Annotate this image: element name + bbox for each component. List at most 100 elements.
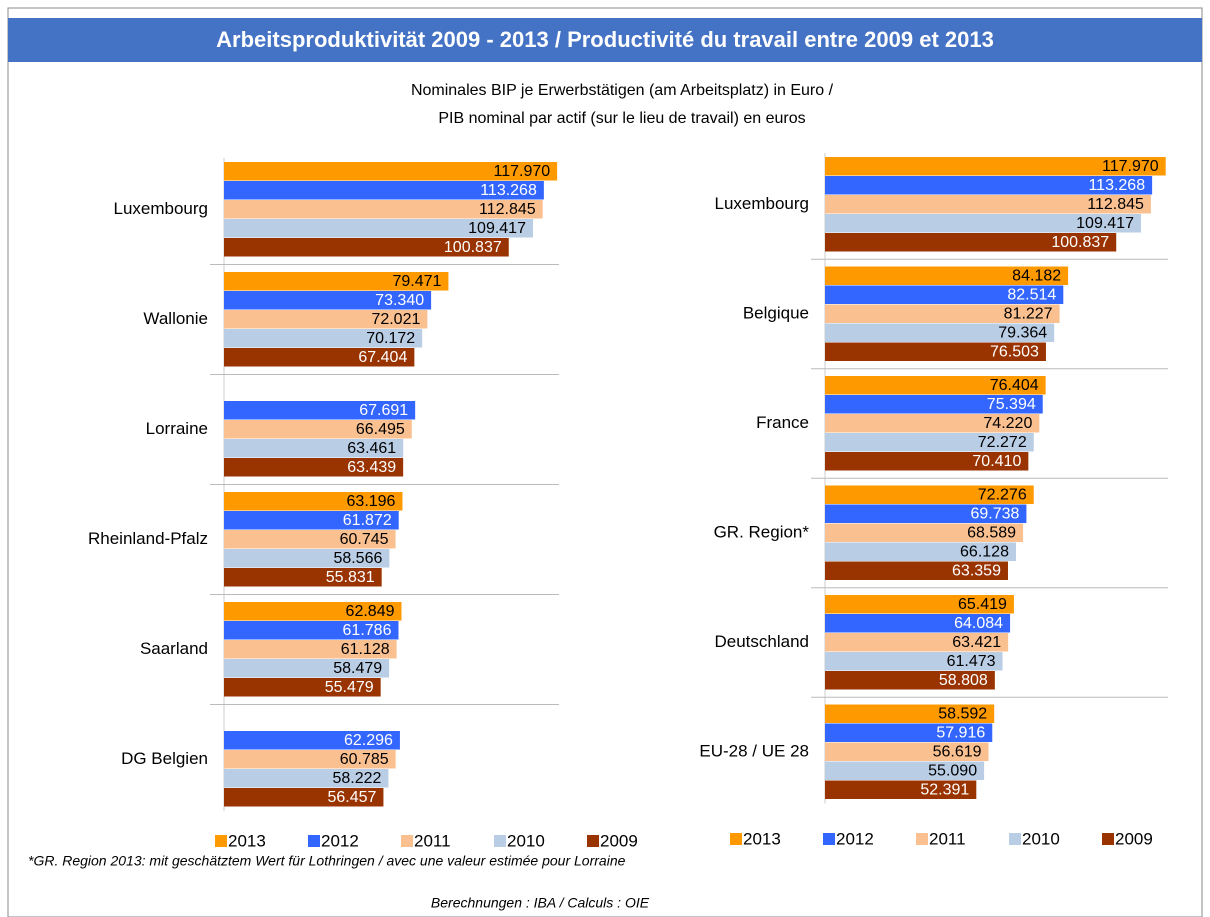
value-label: 58.222 [332, 770, 381, 787]
value-label: 70.172 [366, 330, 415, 347]
bar [224, 420, 412, 439]
value-label: 76.404 [990, 377, 1039, 394]
bar [825, 671, 995, 690]
value-label: 61.872 [343, 512, 392, 529]
legend-swatch [1102, 833, 1114, 845]
category-label: GR. Region* [714, 522, 810, 541]
value-label: 64.084 [954, 615, 1003, 632]
bar [825, 523, 1024, 542]
value-label: 60.745 [340, 531, 389, 548]
bar [224, 511, 399, 530]
bar [224, 200, 543, 219]
bar [224, 678, 381, 697]
value-label: 72.021 [371, 311, 420, 328]
bar [825, 395, 1043, 414]
value-label: 68.589 [967, 525, 1016, 542]
bar [224, 458, 404, 477]
legend-label: 2011 [929, 829, 966, 848]
value-label: 62.849 [346, 603, 395, 620]
bar [224, 439, 404, 458]
bar [224, 731, 400, 750]
value-label: 113.268 [480, 182, 537, 199]
legend-swatch [587, 835, 599, 847]
bar [825, 614, 1011, 633]
value-label: 112.845 [1087, 196, 1144, 213]
value-label: 63.421 [952, 634, 1001, 651]
value-label: 109.417 [468, 220, 526, 237]
footnote: *GR. Region 2013: mit geschätztem Wert f… [28, 853, 626, 869]
legend-label: 2012 [321, 831, 359, 850]
bar [224, 238, 509, 257]
bar [825, 376, 1046, 395]
value-label: 61.473 [947, 653, 996, 670]
value-label: 82.514 [1007, 287, 1056, 304]
bar [224, 401, 416, 420]
bar [224, 602, 402, 621]
value-label: 117.970 [493, 163, 550, 180]
bar [224, 272, 449, 291]
bar [224, 621, 399, 640]
legend-label: 2010 [507, 831, 545, 850]
legend-label: 2009 [1115, 829, 1153, 848]
legend-label: 2012 [836, 829, 874, 848]
bar [825, 266, 1069, 285]
bar [825, 561, 1008, 580]
bar [224, 769, 389, 788]
subtitle: PIB nominal par actif (sur le lieu de tr… [438, 110, 805, 127]
value-label: 55.479 [325, 679, 374, 696]
value-label: 67.691 [359, 402, 408, 419]
category-label: Luxembourg [714, 194, 809, 213]
category-label: DG Belgien [121, 749, 208, 768]
value-label: 55.090 [928, 763, 977, 780]
value-label: 81.227 [1004, 306, 1053, 323]
value-label: 63.439 [347, 459, 396, 476]
value-label: 72.276 [978, 487, 1027, 504]
value-label: 79.471 [392, 273, 441, 290]
bar [825, 176, 1153, 195]
bar [224, 219, 533, 238]
bar [825, 504, 1027, 523]
value-label: 70.410 [972, 453, 1021, 470]
bar [825, 304, 1060, 323]
category-label: France [756, 413, 809, 432]
value-label: 63.461 [347, 440, 396, 457]
value-label: 58.592 [938, 706, 987, 723]
value-label: 66.128 [960, 544, 1009, 561]
bar [825, 342, 1046, 361]
legend-swatch [823, 833, 835, 845]
value-label: 56.457 [327, 789, 376, 806]
value-label: 57.916 [936, 725, 985, 742]
bar [224, 291, 432, 310]
bar [825, 723, 993, 742]
bar [224, 329, 423, 348]
value-label: 61.786 [343, 622, 392, 639]
category-label: Deutschland [714, 632, 809, 651]
value-label: 84.182 [1012, 268, 1061, 285]
category-label: Wallonie [143, 309, 208, 328]
legend-label: 2009 [600, 831, 638, 850]
value-label: 52.391 [920, 782, 969, 799]
value-label: 75.394 [987, 396, 1036, 413]
value-label: 60.785 [340, 751, 389, 768]
bar [825, 233, 1117, 252]
bar [825, 485, 1034, 504]
value-label: 63.196 [347, 493, 396, 510]
value-label: 109.417 [1076, 215, 1134, 232]
value-label: 69.738 [970, 506, 1019, 523]
bar [224, 530, 396, 549]
value-label: 62.296 [344, 732, 393, 749]
bar [825, 414, 1040, 433]
bar [825, 652, 1003, 671]
legend-swatch [1009, 833, 1021, 845]
bar [825, 157, 1166, 176]
legend-label: 2011 [414, 831, 451, 850]
bar [224, 659, 390, 678]
bar [825, 433, 1034, 452]
title-bar [8, 18, 1202, 62]
title: Arbeitsproduktivität 2009 - 2013 / Produ… [216, 27, 994, 52]
bar [825, 452, 1029, 471]
bar [825, 542, 1016, 561]
category-label: Saarland [140, 639, 208, 658]
legend-label: 2013 [743, 829, 781, 848]
